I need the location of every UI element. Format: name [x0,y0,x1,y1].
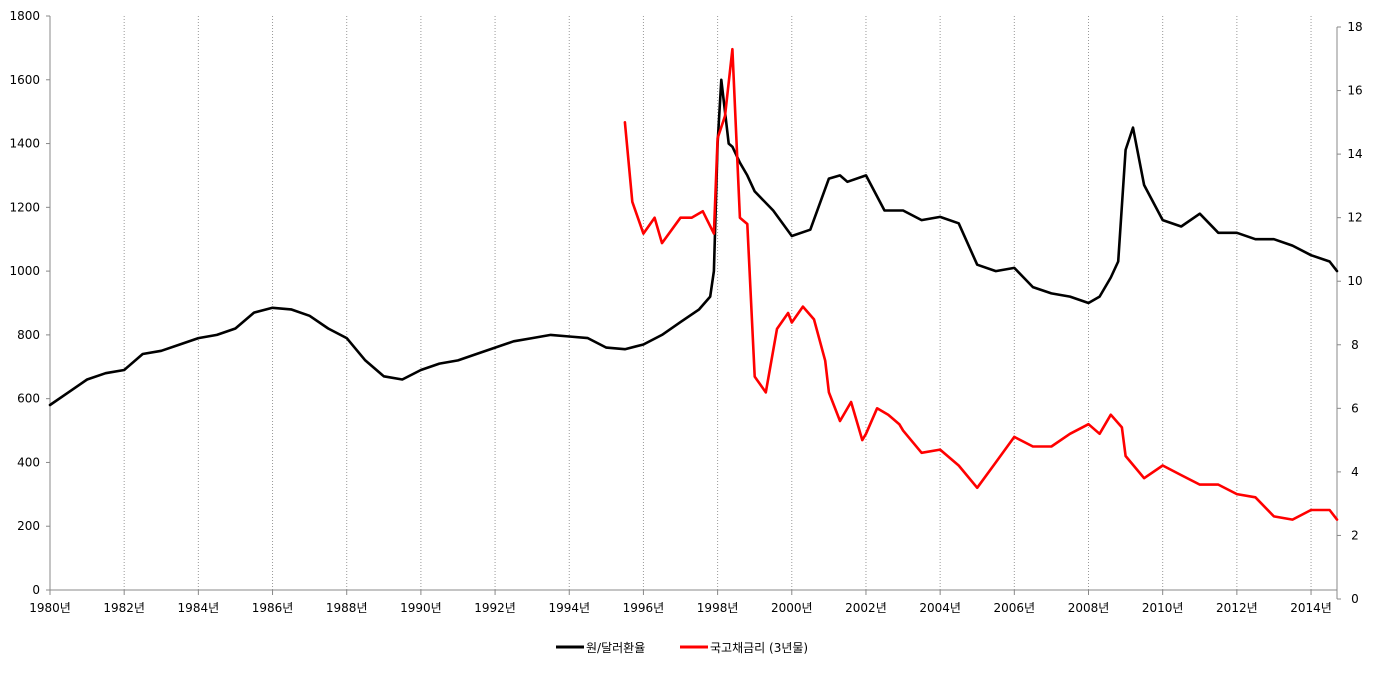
y-tick-label: 400 [17,455,40,469]
y2-tick-label: 16 [1347,84,1362,98]
y-tick-label: 200 [17,519,40,533]
x-tick-label: 1990년 [400,601,442,615]
x-tick-label: 2002년 [845,601,887,615]
legend-label-1: 원/달러환율 [586,641,645,655]
y-tick-label: 800 [17,328,40,342]
x-grid [123,16,1312,590]
x-tick-label: 2000년 [771,601,813,615]
y2-tick-label: 14 [1347,147,1362,161]
y2-tick-label: 6 [1351,401,1359,415]
y2-tick-label: 4 [1351,465,1359,479]
x-tick-label: 1986년 [252,601,294,615]
y2-tick-label: 8 [1351,338,1359,352]
series-line-1 [48,78,1339,407]
y-tick-label: 0 [32,583,40,597]
y2-tick-label: 0 [1351,592,1359,606]
x-tick-label: 1988년 [326,601,368,615]
legend-label-2: 국고채금리 (3년물) [710,641,808,655]
x-tick-label: 1992년 [474,601,516,615]
y-tick-label: 600 [17,392,40,406]
y2-tick-label: 12 [1347,211,1362,225]
x-tick-label: 2004년 [919,601,961,615]
legend: 원/달러환율 국고채금리 (3년물) [556,641,808,655]
y-tick-label: 1600 [9,73,40,87]
y2-tick-label: 18 [1347,20,1362,34]
x-tick-label: 1998년 [697,601,739,615]
y2-tick-label: 2 [1351,528,1359,542]
y-tick-label: 1000 [9,264,40,278]
y-tick-label: 1200 [9,200,40,214]
x-tick-label: 1982년 [103,601,145,615]
x-tick-label: 2010년 [1142,601,1184,615]
x-tick-label: 1996년 [623,601,665,615]
x-tick-label: 2008년 [1068,601,1110,615]
x-tick-label: 2006년 [994,601,1036,615]
x-ticks: 1980년 1982년 1984년 1986년 1988년 1990년 1992년 1994년… [29,590,1332,615]
y2-tick-label: 10 [1347,274,1362,288]
x-tick-label: 1994년 [548,601,590,615]
y-tick-label: 1800 [9,9,40,23]
x-tick-label: 2014년 [1290,601,1332,615]
y-ticks-right: 0 2 4 6 8 10 12 14 16 18 [1337,20,1363,606]
y-ticks-left: 0 200 400 600 800 1000 1200 1400 1600 1800 [9,9,50,597]
series-lines [48,47,1339,521]
x-tick-label: 1984년 [178,601,220,615]
x-tick-label: 2012년 [1216,601,1258,615]
y-tick-label: 1400 [9,137,40,151]
x-tick-label: 1980년 [29,601,71,615]
series-line-2 [623,47,1339,521]
